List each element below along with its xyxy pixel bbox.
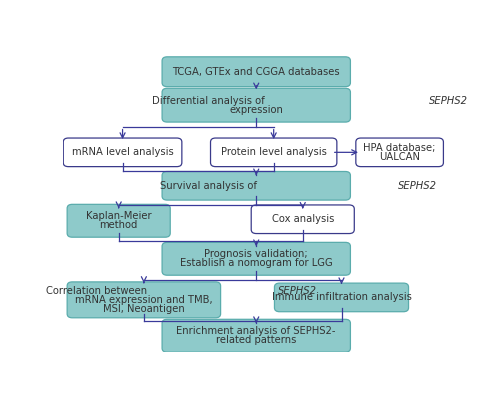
FancyBboxPatch shape — [162, 319, 350, 352]
FancyBboxPatch shape — [251, 205, 354, 233]
FancyBboxPatch shape — [162, 57, 350, 87]
Text: mRNA expression and TMB,: mRNA expression and TMB, — [75, 295, 212, 305]
FancyBboxPatch shape — [67, 282, 220, 318]
Text: Survival analysis of: Survival analysis of — [160, 181, 260, 191]
FancyBboxPatch shape — [162, 243, 350, 275]
FancyBboxPatch shape — [210, 138, 337, 167]
Text: Protein level analysis: Protein level analysis — [221, 147, 326, 157]
Text: mRNA level analysis: mRNA level analysis — [72, 147, 174, 157]
Text: method: method — [100, 220, 138, 230]
Text: Cox analysis: Cox analysis — [272, 214, 334, 224]
Text: Prognosis validation;: Prognosis validation; — [204, 249, 308, 259]
Text: SEPHS2: SEPHS2 — [398, 181, 437, 191]
Text: MSI, Neoantigen: MSI, Neoantigen — [103, 304, 185, 314]
Text: Differential analysis of: Differential analysis of — [152, 96, 268, 105]
Text: Establish a nomogram for LGG: Establish a nomogram for LGG — [180, 258, 332, 268]
Text: Immune infiltration analysis: Immune infiltration analysis — [272, 292, 412, 303]
Text: TCGA, GTEx and CGGA databases: TCGA, GTEx and CGGA databases — [172, 67, 340, 77]
Text: UALCAN: UALCAN — [379, 152, 420, 162]
FancyBboxPatch shape — [64, 138, 182, 167]
Text: HPA database;: HPA database; — [364, 143, 436, 153]
FancyBboxPatch shape — [67, 204, 170, 237]
FancyBboxPatch shape — [274, 283, 408, 312]
FancyBboxPatch shape — [162, 171, 350, 200]
Text: expression: expression — [230, 105, 283, 115]
Text: SEPHS2: SEPHS2 — [278, 286, 317, 296]
Text: Enrichment analysis of SEPHS2-: Enrichment analysis of SEPHS2- — [176, 326, 336, 336]
Text: Kaplan-Meier: Kaplan-Meier — [86, 211, 152, 221]
Text: SEPHS2: SEPHS2 — [428, 96, 468, 105]
FancyBboxPatch shape — [356, 138, 444, 167]
FancyBboxPatch shape — [162, 88, 350, 122]
Text: related patterns: related patterns — [216, 335, 296, 345]
Text: Correlation between: Correlation between — [46, 286, 150, 296]
